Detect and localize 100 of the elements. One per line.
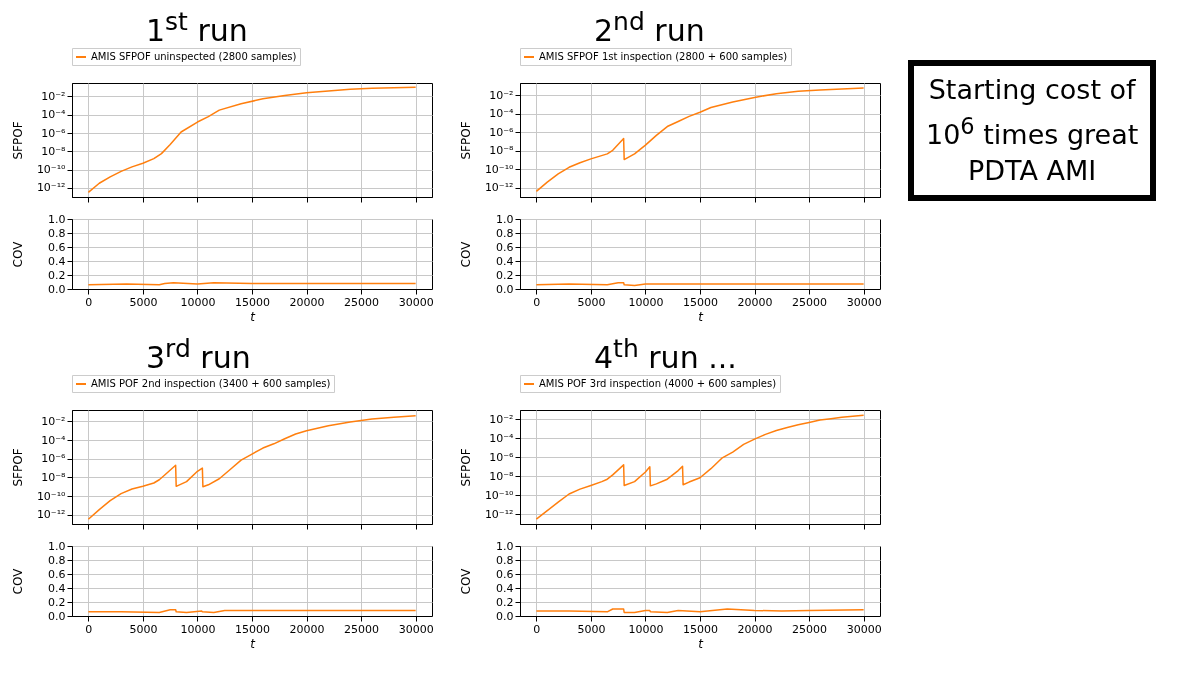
y-tick-label: 0.8: [496, 226, 514, 240]
y-tick-label: 10⁻¹²: [484, 507, 514, 521]
y-tick-label: 10⁻⁴: [41, 108, 67, 122]
x-tick-label: 5000: [129, 622, 158, 636]
y-tick-label: 10⁻⁶: [489, 125, 515, 139]
y-tick-label: 0.8: [48, 553, 66, 567]
x-tick-label: 25000: [792, 622, 828, 636]
x-tick-label: 25000: [344, 295, 380, 309]
x-tick-label: 0: [533, 295, 541, 309]
text: 1$^{st}$ run: [145, 6, 249, 48]
x-tick-label: 0: [85, 295, 93, 309]
x-tick-label: 30000: [846, 622, 882, 636]
y-tick-label: 0.0: [496, 609, 514, 623]
x-tick-label: 5000: [577, 295, 606, 309]
y-axis-title: SFPOF: [10, 448, 25, 487]
y-tick-label: 1.0: [48, 212, 66, 226]
y-tick-label: 10⁻⁶: [41, 452, 67, 466]
y-tick-label: 10⁻⁶: [489, 450, 515, 464]
line-series: [535, 87, 865, 193]
y-tick-label: 10⁻²: [41, 414, 66, 428]
y-tick-label: 0.2: [496, 268, 514, 282]
y-tick-label: 0.4: [496, 254, 514, 268]
y-tick-label: 10⁻⁸: [41, 470, 67, 484]
y-tick-label: 0.6: [48, 567, 66, 581]
text: 2$^{nd}$ run: [593, 6, 706, 48]
x-tick-label: 20000: [737, 295, 773, 309]
text: 4$^{th}$ run ...: [593, 333, 738, 375]
y-axis-title: COV: [10, 240, 25, 268]
y-tick-label: 10⁻¹⁰: [36, 163, 67, 177]
x-tick-label: 15000: [683, 295, 718, 309]
x-tick-label: 5000: [577, 622, 606, 636]
y-tick-label: 10⁻¹²: [484, 181, 514, 195]
y-tick-label: 0.0: [496, 282, 514, 296]
y-tick-label: 1.0: [496, 539, 514, 553]
y-tick-label: 0.6: [48, 240, 66, 254]
y-tick-label: 0.0: [48, 282, 66, 296]
y-tick-label: 0.4: [48, 581, 66, 595]
y-tick-label: 10⁻⁴: [41, 433, 67, 447]
x-axis-title: t: [698, 636, 705, 651]
legend-label: AMIS SFPOF uninspected (2800 samples): [91, 51, 297, 62]
y-axis-title: SFPOF: [458, 121, 473, 160]
y-tick-label: 10⁻¹⁰: [36, 489, 67, 503]
x-tick-label: 25000: [344, 622, 380, 636]
y-tick-label: 0.8: [48, 226, 66, 240]
x-axis-title: t: [698, 309, 705, 324]
y-axis-title: COV: [10, 567, 25, 595]
y-tick-label: 10⁻⁴: [489, 107, 515, 121]
y-tick-label: 10⁻²: [41, 90, 66, 103]
x-tick-label: 15000: [235, 622, 270, 636]
y-tick-label: 0.6: [496, 567, 514, 581]
y-tick-label: 10⁻⁸: [489, 144, 515, 158]
y-tick-label: 0.4: [48, 254, 66, 268]
x-tick-label: 10000: [628, 622, 664, 636]
x-tick-label: 25000: [792, 295, 828, 309]
x-tick-label: 30000: [398, 622, 434, 636]
x-tick-label: 30000: [398, 295, 434, 309]
x-axis-title: t: [250, 636, 257, 651]
y-tick-label: 10⁻²: [489, 412, 514, 426]
x-tick-label: 5000: [129, 295, 158, 309]
y-tick-label: 0.6: [496, 240, 514, 254]
text-box: Starting cost of 10$^{6}$ times great PDTA AMI: [908, 60, 1157, 201]
y-tick-label: 10⁻²: [489, 88, 514, 102]
y-axis-title: COV: [458, 240, 473, 268]
x-tick-label: 0: [85, 622, 93, 636]
legend-label: AMIS SFPOF 1st inspection (2800 + 600 samples): [539, 51, 788, 62]
legend-label: AMIS POF 2nd inspection (3400 + 600 samples): [91, 378, 331, 389]
x-tick-label: 20000: [737, 622, 773, 636]
y-tick-label: 10⁻⁸: [489, 469, 515, 483]
y-tick-label: 0.2: [496, 595, 514, 609]
y-tick-label: 10⁻⁸: [41, 144, 67, 158]
y-tick-label: 10⁻⁶: [41, 126, 67, 140]
y-tick-label: 0.2: [48, 595, 66, 609]
x-tick-label: 15000: [235, 295, 270, 309]
x-tick-label: 10000: [628, 295, 664, 309]
y-tick-label: 1.0: [496, 212, 514, 226]
text: 3$^{rd}$ run: [145, 333, 252, 375]
line-series: [535, 414, 865, 520]
y-tick-label: 0.4: [496, 581, 514, 595]
y-tick-label: 0.8: [496, 553, 514, 567]
y-tick-label: 10⁻¹²: [36, 181, 66, 195]
y-tick-label: 10⁻⁴: [489, 431, 515, 445]
x-tick-label: 20000: [289, 622, 325, 636]
y-tick-label: 10⁻¹⁰: [484, 162, 515, 176]
x-tick-label: 10000: [180, 622, 216, 636]
x-tick-label: 30000: [846, 295, 882, 309]
y-axis-title: SFPOF: [458, 448, 473, 487]
x-tick-label: 10000: [180, 295, 216, 309]
x-tick-label: 20000: [289, 295, 325, 309]
y-axis-title: COV: [458, 567, 473, 595]
x-tick-label: 0: [533, 622, 541, 636]
y-axis-title: SFPOF: [10, 121, 25, 160]
y-tick-label: 0.2: [48, 268, 66, 282]
y-tick-label: 0.0: [48, 609, 66, 623]
y-tick-label: 10⁻¹²: [36, 508, 66, 522]
y-tick-label: 10⁻¹⁰: [484, 488, 515, 502]
y-tick-label: 1.0: [48, 539, 66, 553]
line-series: [87, 415, 417, 521]
x-axis-title: t: [250, 309, 257, 324]
legend-label: AMIS POF 3rd inspection (4000 + 600 samples): [539, 378, 777, 389]
x-tick-label: 15000: [683, 622, 718, 636]
